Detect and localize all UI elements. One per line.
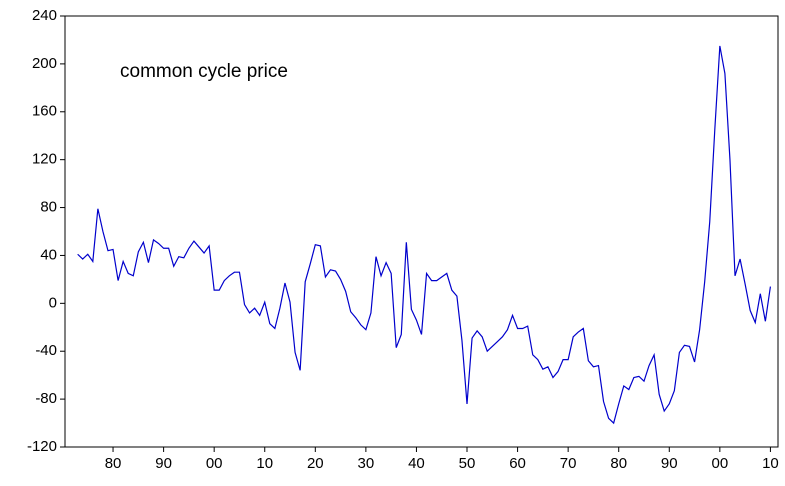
x-tick-label: 10 <box>762 455 779 472</box>
y-tick-label: -40 <box>35 342 57 359</box>
annotation: common cycle price <box>120 61 288 82</box>
x-tick-label: 80 <box>105 455 122 472</box>
y-tick-label: 80 <box>40 199 57 216</box>
line <box>77 45 772 425</box>
y-tick-label: 40 <box>40 246 57 263</box>
y-tick-label: 120 <box>32 151 57 168</box>
x-tick-label: 00 <box>206 455 223 472</box>
x-tick-label: 90 <box>155 455 172 472</box>
y-tick-label: 160 <box>32 103 57 120</box>
x-tick-label: 60 <box>509 455 526 472</box>
x-tick-label: 50 <box>459 455 476 472</box>
x-tick-label: 70 <box>560 455 577 472</box>
y-tick-label: -120 <box>27 438 57 455</box>
y-tick-label: 240 <box>32 7 57 24</box>
plot-frame <box>64 15 779 448</box>
x-tick-label: 90 <box>661 455 678 472</box>
x-tick-label: 30 <box>358 455 375 472</box>
x-tick-label: 20 <box>307 455 324 472</box>
x-tick-label: 40 <box>408 455 425 472</box>
y-tick-label: 200 <box>32 55 57 72</box>
x-tick-label: 10 <box>256 455 273 472</box>
y-tick-label: -80 <box>35 390 57 407</box>
x-tick-label: 80 <box>610 455 627 472</box>
y-tick-label: 0 <box>49 294 57 311</box>
x-tick-label: 00 <box>712 455 729 472</box>
